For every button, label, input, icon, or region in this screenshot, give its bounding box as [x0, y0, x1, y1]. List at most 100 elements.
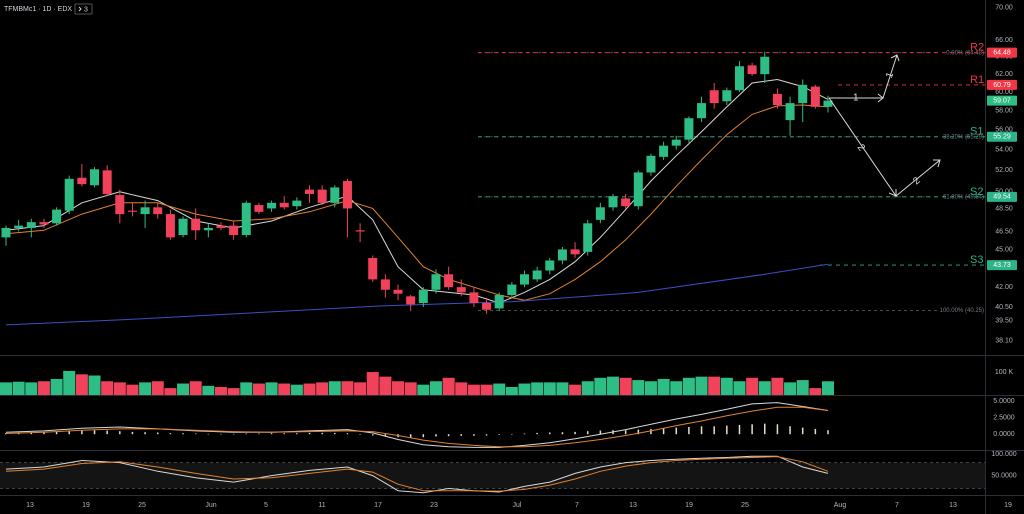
candle-body	[305, 189, 315, 194]
volume-bar	[265, 382, 278, 395]
macd-histogram	[68, 431, 70, 435]
macd-histogram	[43, 432, 45, 435]
volume-bar	[480, 384, 493, 395]
candle-body	[507, 284, 517, 296]
candle-body	[355, 230, 365, 232]
volume-bar	[126, 384, 139, 395]
y-tick-label: 70.00	[995, 5, 1013, 12]
volume-bar	[240, 382, 253, 395]
volume-bar	[366, 372, 379, 395]
price-box	[987, 47, 1017, 58]
arrow	[895, 159, 941, 197]
macd-histogram	[106, 430, 108, 435]
macd-histogram	[220, 433, 222, 435]
volume-bar	[505, 386, 518, 395]
volume-bar	[101, 381, 114, 395]
candle-body	[380, 279, 390, 290]
price-box-label: 64.48	[993, 50, 1011, 57]
macd-histogram	[308, 432, 311, 435]
level-name: S2	[970, 186, 983, 198]
x-tick-label: 23	[430, 502, 438, 509]
badge-count: 3	[84, 6, 88, 13]
macd-histogram	[334, 432, 336, 435]
plot-layer: 70.0066.0064.0062.0060.0058.0056.0054.00…	[0, 5, 1017, 509]
macd-histogram	[700, 426, 703, 435]
macd-histogram	[321, 432, 323, 435]
macd-histogram	[5, 432, 7, 435]
x-tick-label: 5	[264, 502, 268, 509]
volume-bar	[214, 386, 227, 395]
volume-bar	[341, 381, 354, 395]
macd-histogram	[30, 432, 33, 435]
volume-bar	[569, 384, 582, 395]
candle-body	[734, 66, 744, 91]
y-tick-label: 66.00	[995, 37, 1013, 44]
volume-bar	[88, 375, 101, 395]
candle-body	[671, 139, 681, 146]
level-name: S1	[970, 126, 983, 138]
candle-body	[178, 218, 188, 236]
volume-bar	[771, 377, 784, 395]
level-name: S3	[970, 254, 983, 266]
macd-histogram	[776, 424, 779, 435]
macd-histogram	[561, 432, 564, 435]
macd-histogram	[422, 434, 425, 438]
candle-body	[570, 249, 580, 255]
y-tick-label: 40.50	[995, 304, 1013, 311]
macd-histogram	[359, 434, 361, 435]
y-tick-label: 56.00	[995, 127, 1013, 134]
volume-bar	[177, 383, 190, 395]
candle-body	[153, 207, 163, 215]
volume-bar	[63, 370, 76, 395]
macd-histogram	[650, 428, 652, 435]
last-price-label: 59.07	[993, 97, 1011, 104]
macd-histogram	[549, 432, 551, 435]
projection-arrows	[828, 54, 941, 197]
macd-histogram	[55, 431, 58, 435]
badge-box[interactable]	[74, 3, 93, 15]
candle-body	[646, 155, 656, 173]
macd-histogram	[536, 432, 538, 435]
y-tick-label: 38.10	[995, 337, 1013, 344]
candle-body	[115, 195, 125, 215]
candle-body	[697, 103, 707, 119]
candle-body	[292, 200, 302, 207]
last-price-box	[987, 95, 1017, 106]
macd-histogram	[624, 430, 627, 435]
macd-histogram	[194, 433, 197, 435]
candle-body	[722, 90, 732, 102]
candle-body	[469, 292, 479, 304]
candle-body	[342, 180, 352, 209]
annotation: 2	[855, 142, 867, 153]
candle-body	[279, 202, 289, 208]
volume-bar	[822, 381, 834, 395]
macd-tick-label: 0.0000	[993, 431, 1015, 438]
macd-histogram	[144, 432, 146, 435]
y-tick-label: 52.00	[995, 167, 1013, 174]
macd-histogram	[662, 428, 665, 435]
macd-histogram	[688, 426, 690, 435]
fib-label: 61.80% (49.54)	[943, 194, 984, 200]
volume-bar	[619, 377, 632, 395]
macd-histogram	[713, 426, 715, 435]
candle-body	[684, 118, 694, 140]
volume-bar	[316, 382, 329, 395]
macd-histogram	[283, 433, 285, 435]
candle-body	[317, 189, 327, 203]
candle-body	[519, 274, 529, 285]
macd-line	[5, 406, 829, 448]
volume-bar	[417, 384, 430, 395]
y-tick-label: 62.00	[995, 71, 1013, 78]
macd-histogram	[409, 434, 412, 438]
stoch-tick-label: 100.000	[991, 451, 1016, 458]
volume-bar	[354, 382, 367, 395]
macd-histogram	[81, 430, 83, 435]
volume-bar	[607, 376, 620, 395]
macd-histogram	[371, 434, 374, 436]
symbol-title: TFMBMc1 · 1D · EDX	[4, 6, 72, 13]
volume-tick-label: 100 K	[995, 369, 1014, 376]
candle-body	[165, 214, 175, 238]
x-tick-label: 25	[741, 502, 749, 509]
